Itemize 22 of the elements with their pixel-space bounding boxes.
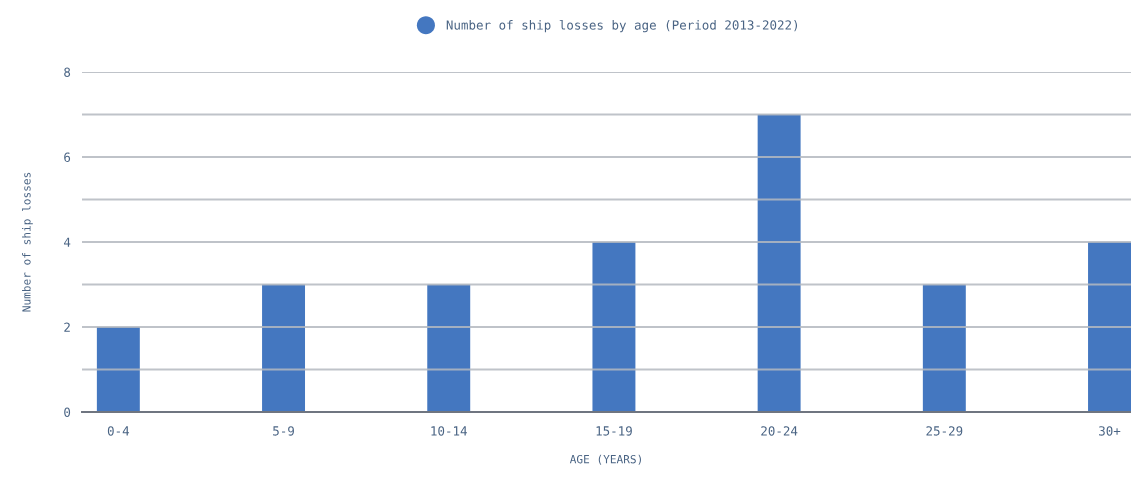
y-tick-label: 4 <box>63 237 71 247</box>
legend-label: Number of ship losses by age (Period 2013-2022) <box>446 19 798 33</box>
bar <box>592 242 636 412</box>
x-tick-label: 30+ <box>1099 426 1121 436</box>
x-tick-label: 0-4 <box>107 426 130 436</box>
bar <box>757 114 801 412</box>
bar <box>922 284 966 412</box>
x-tick-label: 15-19 <box>596 426 632 436</box>
y-tick-label: 6 <box>64 152 71 162</box>
bar <box>427 284 471 412</box>
x-axis-title: AGE (YEARS) <box>569 454 641 465</box>
x-tick-label: 10-14 <box>431 426 467 436</box>
bar <box>96 327 140 412</box>
x-tick-label: 5-9 <box>273 426 294 436</box>
y-tick-label: 8 <box>64 67 71 77</box>
bar <box>1088 242 1131 412</box>
bar <box>262 284 306 412</box>
x-tick-label: 20-24 <box>761 426 798 436</box>
y-tick-label: 2 <box>64 322 70 332</box>
y-tick-label: 0 <box>64 407 71 417</box>
y-axis-title: Number of ship losses <box>22 172 33 312</box>
x-tick-label: 25-29 <box>926 426 963 436</box>
